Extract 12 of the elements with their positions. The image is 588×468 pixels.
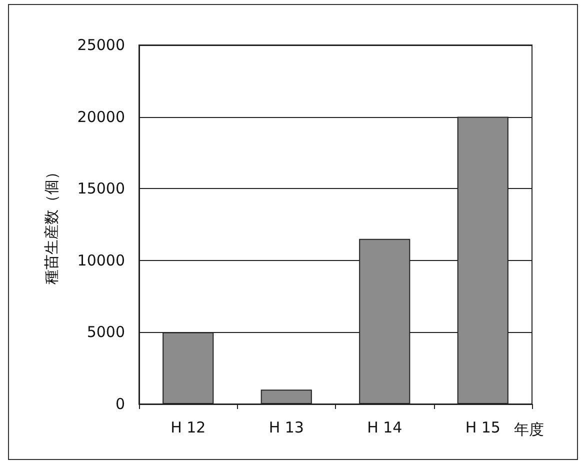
x-tick-label: H 14 [367,418,402,436]
y-tick-label: 20000 [77,108,125,126]
y-axis-title: 種苗生産数（個） [42,164,60,284]
x-axis-title: 年度 [514,420,544,438]
x-tick-label: H 15 [465,418,500,436]
x-tick-label: H 13 [268,418,304,436]
y-tick-label: 10000 [77,251,125,270]
y-tick-label: 15000 [77,180,125,198]
x-tick-label: H 12 [170,418,206,436]
y-tick-label: 0 [115,395,125,413]
y-tick-label: 25000 [77,36,125,54]
y-tick-label: 5000 [86,323,125,342]
